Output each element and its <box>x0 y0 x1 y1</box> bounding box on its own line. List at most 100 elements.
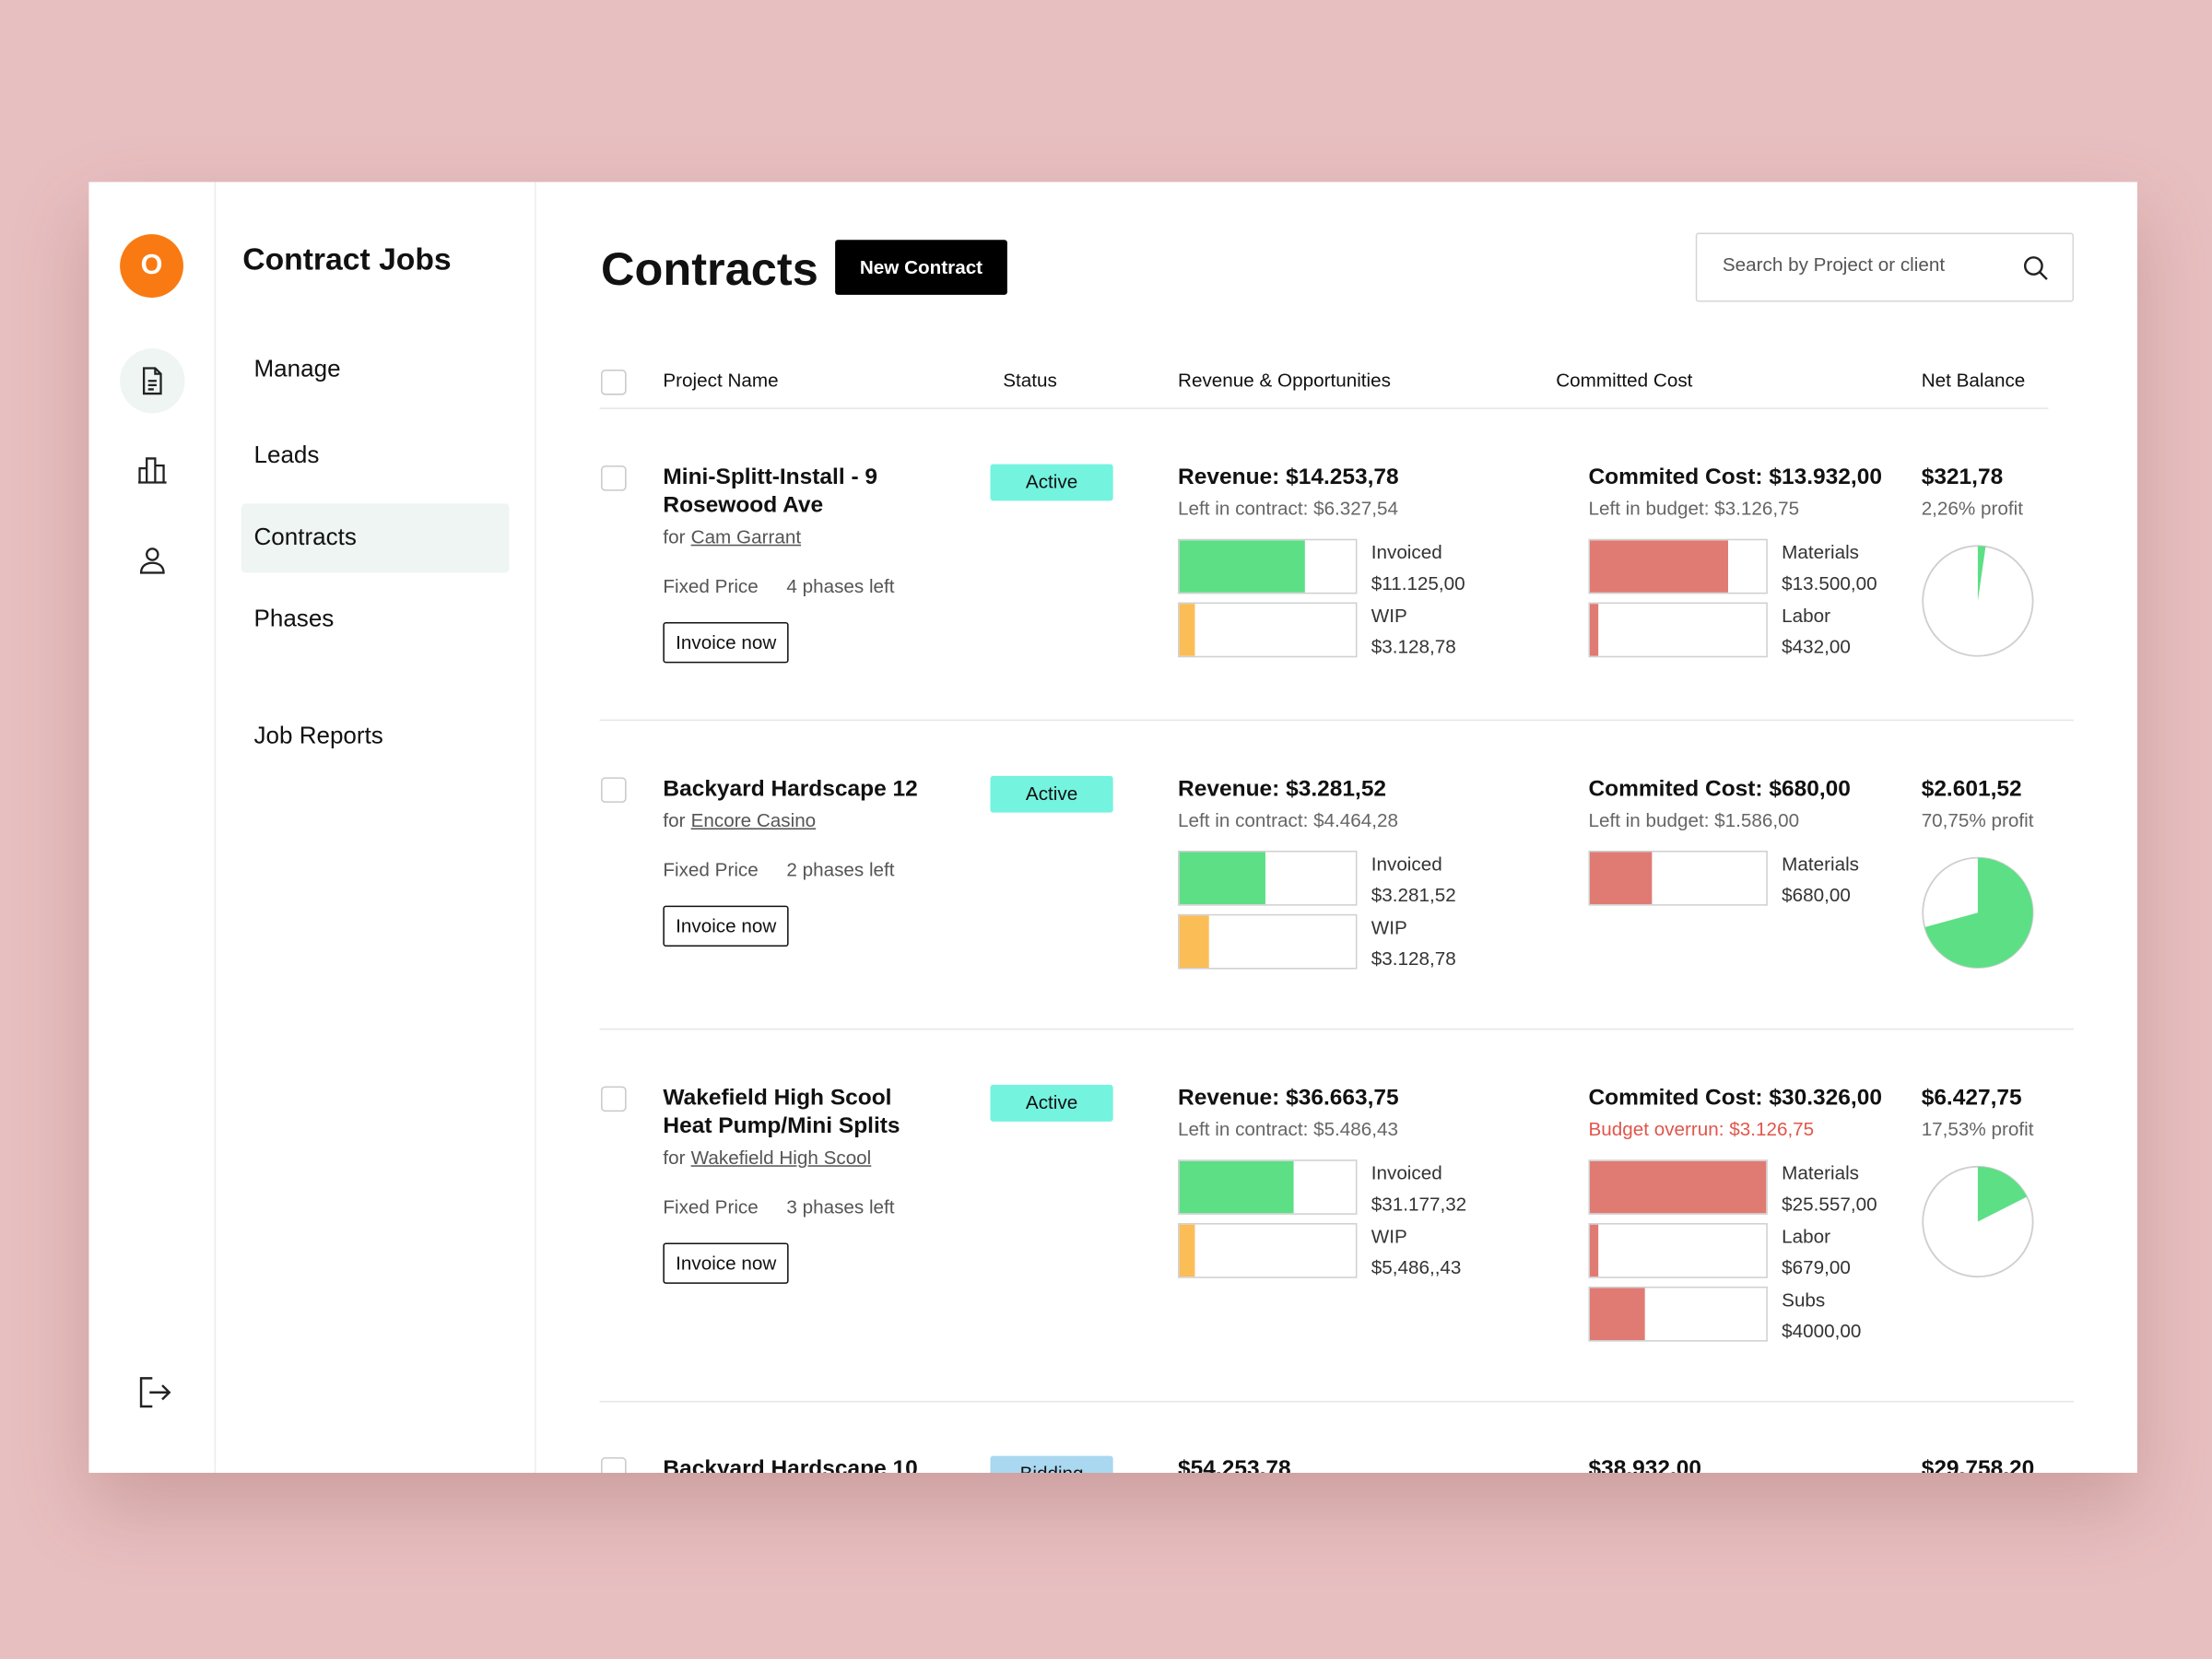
nav-item[interactable]: Phases <box>253 605 335 632</box>
phases-left: 2 phases left <box>786 859 895 881</box>
project-name[interactable]: Backyard Hardscape 12 <box>663 777 918 802</box>
project-name[interactable]: Wakefield High Scool Heat Pump/Mini Spli… <box>663 1086 900 1139</box>
bar-amount: $3.128,78 <box>1371 636 1456 658</box>
project-name[interactable]: Backyard Hardscape 10 <box>663 1457 918 1473</box>
action-wrap: Invoice now <box>663 1242 945 1284</box>
pie-base <box>1922 545 2034 657</box>
status-badge: Active <box>990 775 1113 813</box>
progress-fill <box>1589 1288 1645 1341</box>
contracts-icon[interactable] <box>135 364 170 398</box>
logout-icon[interactable] <box>135 1374 172 1411</box>
nav-panel: Contract Jobs Manage Leads Contracts Phases… <box>215 182 536 1473</box>
page-title: Contracts <box>601 242 818 295</box>
nav-item[interactable]: Manage <box>253 355 341 382</box>
cost-note: Left in budget: $3.126,75 <box>1588 498 1800 520</box>
progress-fill <box>1179 540 1305 593</box>
user-icon[interactable] <box>135 543 170 577</box>
row-checkbox[interactable] <box>601 777 627 803</box>
column-header: Committed Cost <box>1556 370 1693 391</box>
profit-label: 70,75% profit <box>1921 809 2034 831</box>
bar-amount: $679,00 <box>1782 1256 1851 1278</box>
new-contract-button[interactable]: New Contract <box>835 240 1007 295</box>
bar-label: Materials <box>1782 853 1859 875</box>
progress-fill <box>1179 1160 1294 1214</box>
row-checkbox[interactable] <box>601 1457 627 1473</box>
action-wrap: Invoice now <box>663 905 945 947</box>
nav-item[interactable]: Leads <box>253 441 320 469</box>
section-title: Contract Jobs <box>242 241 452 276</box>
progress-bar <box>1588 602 1768 658</box>
bar-amount: $3.281,52 <box>1371 884 1456 906</box>
action-wrap: Invoice now <box>663 621 945 664</box>
profit-label: 2,26% profit <box>1921 498 2023 520</box>
bar-label: WIP <box>1371 605 1407 627</box>
net-balance: $29.758,20 <box>1921 1457 2035 1473</box>
search-placeholder: Search by Project or client <box>1722 253 1946 276</box>
client-link[interactable]: Encore Casino <box>690 809 817 831</box>
client-link[interactable]: Wakefield High Scool <box>690 1147 872 1169</box>
progress-bar <box>1178 538 1358 594</box>
progress-bar <box>1178 1223 1358 1278</box>
progress-fill <box>1589 852 1652 905</box>
progress-fill <box>1589 540 1728 593</box>
committed-cost: Commited Cost: $30.326,00 <box>1588 1086 1882 1111</box>
revenue-note: Left in contract: $4.464,28 <box>1178 809 1399 831</box>
progress-fill <box>1589 604 1599 656</box>
pricing-line: Fixed Price 4 phases left <box>663 572 945 601</box>
pie-slice <box>1924 857 2033 968</box>
project-cell: Backyard Hardscape 10 <box>663 1456 945 1473</box>
pricing-type: Fixed Price <box>663 859 759 881</box>
header-divider <box>599 407 2049 409</box>
pricing-line: Fixed Price 2 phases left <box>663 856 945 885</box>
net-balance: $321,78 <box>1921 465 2004 490</box>
bar-label: WIP <box>1371 1226 1407 1248</box>
client-line: for Wakefield High Scool <box>663 1144 945 1172</box>
net-balance: $2.601,52 <box>1921 777 2022 802</box>
nav-item[interactable]: Contracts <box>253 523 357 550</box>
row-checkbox[interactable] <box>601 1086 627 1112</box>
reports-icon[interactable] <box>135 453 170 487</box>
client-prefix: for <box>663 525 686 547</box>
net-balance: $6.427,75 <box>1921 1086 2022 1111</box>
app-window: O Contract Jobs Manage Leads Contracts Phas… <box>88 182 2137 1473</box>
progress-bar <box>1588 1159 1768 1215</box>
invoice-button[interactable]: Invoice now <box>663 621 790 664</box>
search-icon[interactable] <box>2021 254 2050 283</box>
bar-amount: $680,00 <box>1782 884 1851 906</box>
bar-amount: $4000,00 <box>1782 1320 1862 1342</box>
logo[interactable]: O <box>120 234 183 298</box>
project-cell: Mini-Splitt-Install - 9 Rosewood Ave for C… <box>663 465 945 664</box>
column-header: Net Balance <box>1921 370 2026 391</box>
row-checkbox[interactable] <box>601 465 627 491</box>
progress-fill <box>1589 1160 1767 1214</box>
phases-left: 4 phases left <box>786 575 895 597</box>
cost-note: Budget overrun: $3.126,75 <box>1588 1118 1815 1140</box>
phases-left: 3 phases left <box>786 1195 895 1218</box>
project-cell: Wakefield High Scool Heat Pump/Mini Spli… <box>663 1085 945 1284</box>
select-all-checkbox[interactable] <box>601 370 627 395</box>
pie-slice <box>1977 546 1986 602</box>
progress-bar <box>1588 1223 1768 1278</box>
project-name[interactable]: Mini-Splitt-Install - 9 Rosewood Ave <box>663 465 878 518</box>
pricing-type: Fixed Price <box>663 1195 759 1218</box>
committed-cost: Commited Cost: $680,00 <box>1588 777 1851 802</box>
nav-item[interactable]: Job Reports <box>253 722 383 749</box>
progress-bar <box>1178 602 1358 658</box>
bar-label: WIP <box>1371 916 1407 938</box>
column-header: Project Name <box>663 370 779 391</box>
cost-note: Left in budget: $1.586,00 <box>1588 809 1800 831</box>
revenue: Revenue: $3.281,52 <box>1178 777 1387 802</box>
search-box[interactable]: Search by Project or client <box>1695 232 2074 302</box>
revenue-note: Left in contract: $5.486,43 <box>1178 1118 1399 1140</box>
client-link[interactable]: Cam Garrant <box>690 525 802 547</box>
invoice-button[interactable]: Invoice now <box>663 1242 790 1284</box>
client-line: for Encore Casino <box>663 807 945 836</box>
column-header: Status <box>1003 370 1057 391</box>
revenue-note: Left in contract: $6.327,54 <box>1178 498 1399 520</box>
bar-label: Labor <box>1782 605 1831 627</box>
invoice-button[interactable]: Invoice now <box>663 905 790 947</box>
committed-cost: $38.932,00 <box>1588 1457 1702 1473</box>
pricing-line: Fixed Price 3 phases left <box>663 1194 945 1222</box>
profit-pie <box>1922 1165 2034 1278</box>
